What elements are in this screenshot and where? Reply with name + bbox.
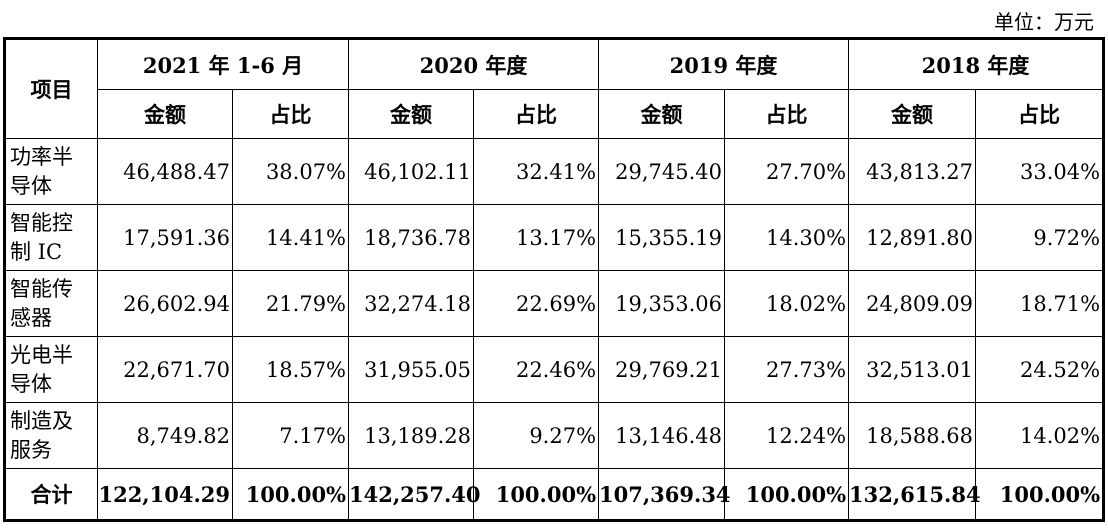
total-ratio: 100.00% [975, 468, 1106, 522]
table-row: 光电半 导体 22,671.70 18.57% 31,955.05 22.46% … [3, 336, 1106, 403]
cell-amount: 13,189.28 [348, 402, 475, 469]
cell-amount: 46,488.47 [97, 138, 233, 205]
ratio-header: 占比 [231, 89, 350, 139]
ratio-header: 占比 [724, 89, 850, 139]
cell-ratio: 18.02% [724, 270, 850, 337]
cell-ratio: 18.57% [231, 336, 350, 403]
row-label: 光电半 导体 [3, 336, 98, 403]
amount-header: 金额 [598, 89, 726, 139]
cell-ratio: 24.52% [975, 336, 1106, 403]
cell-ratio: 14.02% [975, 402, 1106, 469]
cell-amount: 29,745.40 [598, 138, 726, 205]
cell-ratio: 22.69% [473, 270, 600, 337]
cell-amount: 43,813.27 [848, 138, 977, 205]
cell-ratio: 12.24% [724, 402, 850, 469]
amount-header: 金额 [848, 89, 977, 139]
period-header-2020: 2020 年度 [348, 37, 600, 90]
row-label: 制造及 服务 [3, 402, 98, 469]
cell-amount: 22,671.70 [97, 336, 233, 403]
cell-ratio: 38.07% [231, 138, 350, 205]
ratio-header: 占比 [473, 89, 600, 139]
amount-header: 金额 [97, 89, 233, 139]
cell-amount: 29,769.21 [598, 336, 726, 403]
ratio-header: 占比 [975, 89, 1106, 139]
total-label: 合计 [3, 468, 98, 522]
period-header-2018: 2018 年度 [848, 37, 1106, 90]
cell-amount: 15,355.19 [598, 204, 726, 271]
cell-amount: 31,955.05 [348, 336, 475, 403]
cell-ratio: 9.27% [473, 402, 600, 469]
cell-ratio: 13.17% [473, 204, 600, 271]
cell-amount: 13,146.48 [598, 402, 726, 469]
total-amount: 132,615.84 [848, 468, 981, 522]
cell-amount: 24,809.09 [848, 270, 977, 337]
cell-amount: 46,102.11 [348, 138, 475, 205]
cell-ratio: 22.46% [473, 336, 600, 403]
cell-amount: 18,736.78 [348, 204, 475, 271]
cell-ratio: 18.71% [975, 270, 1106, 337]
header-row-periods: 项目 2021 年 1-6 月 2020 年度 2019 年度 2018 年度 [3, 37, 1106, 139]
table-row: 功率半 导体 46,488.47 38.07% 46,102.11 32.41% … [3, 138, 1106, 205]
cell-ratio: 32.41% [473, 138, 600, 205]
row-label: 功率半 导体 [3, 138, 98, 205]
table-row: 制造及 服务 8,749.82 7.17% 13,189.28 9.27% 13,… [3, 402, 1106, 469]
cell-amount: 32,274.18 [348, 270, 475, 337]
period-header-2019: 2019 年度 [598, 37, 850, 90]
cell-amount: 8,749.82 [97, 402, 233, 469]
cell-ratio: 33.04% [975, 138, 1106, 205]
total-row: 合计 122,104.29 100.00% 142,257.40 100.00%… [3, 468, 1106, 522]
cell-ratio: 27.73% [724, 336, 850, 403]
cell-amount: 26,602.94 [97, 270, 233, 337]
total-amount: 142,257.40 [348, 468, 481, 522]
cell-amount: 19,353.06 [598, 270, 726, 337]
item-header: 项目 [3, 37, 98, 139]
total-ratio: 100.00% [473, 468, 600, 522]
row-label: 智能传 感器 [3, 270, 98, 337]
cell-amount: 12,891.80 [848, 204, 977, 271]
total-amount: 122,104.29 [97, 468, 233, 522]
cell-ratio: 14.41% [231, 204, 350, 271]
cell-amount: 18,588.68 [848, 402, 977, 469]
total-ratio: 100.00% [724, 468, 850, 522]
cell-ratio: 9.72% [975, 204, 1106, 271]
cell-amount: 32,513.01 [848, 336, 977, 403]
amount-header: 金额 [348, 89, 475, 139]
cell-ratio: 7.17% [231, 402, 350, 469]
total-amount: 107,369.34 [598, 468, 731, 522]
cell-amount: 17,591.36 [97, 204, 233, 271]
period-header-2021h1: 2021 年 1-6 月 [96, 37, 350, 90]
cell-ratio: 21.79% [231, 270, 350, 337]
unit-label: 单位：万元 [994, 10, 1094, 34]
table-row: 智能传 感器 26,602.94 21.79% 32,274.18 22.69% … [3, 270, 1106, 337]
row-label: 智能控制 IC [3, 204, 98, 271]
cell-ratio: 14.30% [724, 204, 850, 271]
revenue-table: 项目 2021 年 1-6 月 2020 年度 2019 年度 2018 年度 … [3, 37, 1106, 522]
header-row-metrics: 金额 占比 金额 占比 金额 占比 金额 占比 [5, 89, 1106, 139]
table-row: 智能控制 IC 17,591.36 14.41% 18,736.78 13.17… [3, 204, 1106, 271]
total-ratio: 100.00% [231, 468, 350, 522]
cell-ratio: 27.70% [724, 138, 850, 205]
